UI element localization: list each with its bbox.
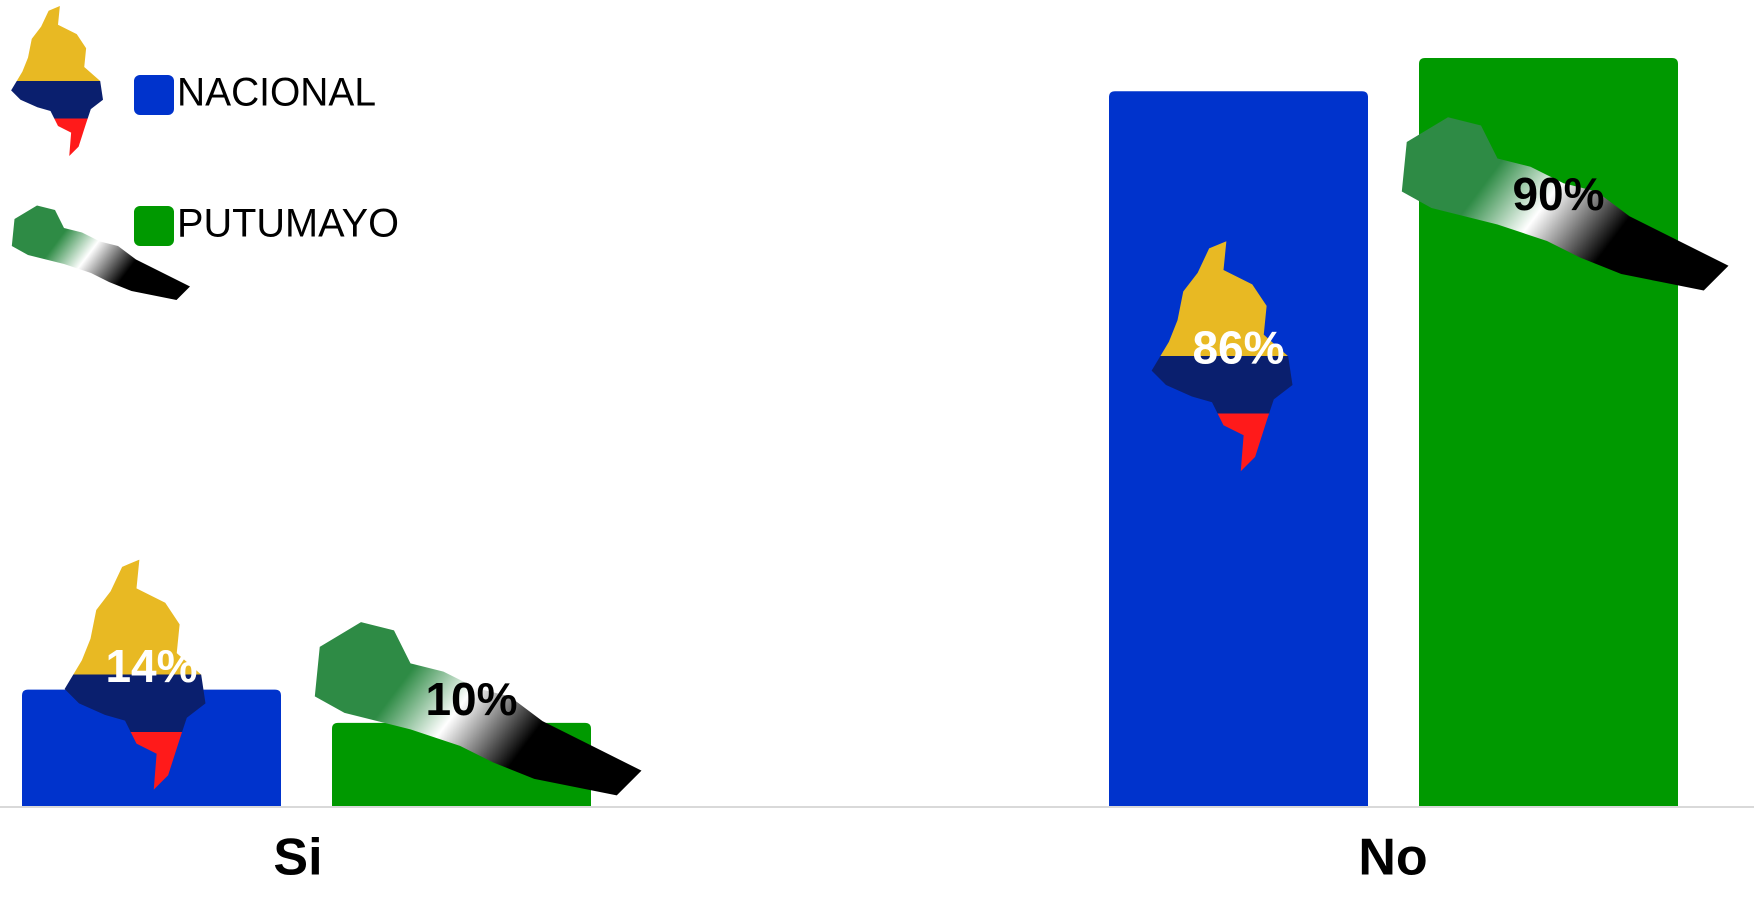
bar [1109, 91, 1368, 806]
value-label: 10% [425, 673, 517, 725]
x-tick-label: No [1358, 829, 1427, 887]
value-label: 86% [1192, 321, 1284, 373]
legend-label: NACIONAL [177, 71, 376, 115]
value-label: 90% [1512, 168, 1604, 220]
x-tick-label: Si [273, 829, 322, 887]
legend-label: PUTUMAYO [177, 202, 399, 246]
legend-swatch [134, 206, 174, 246]
value-label: 14% [105, 640, 197, 692]
legend-swatch [134, 75, 174, 115]
map-icon [11, 6, 103, 156]
